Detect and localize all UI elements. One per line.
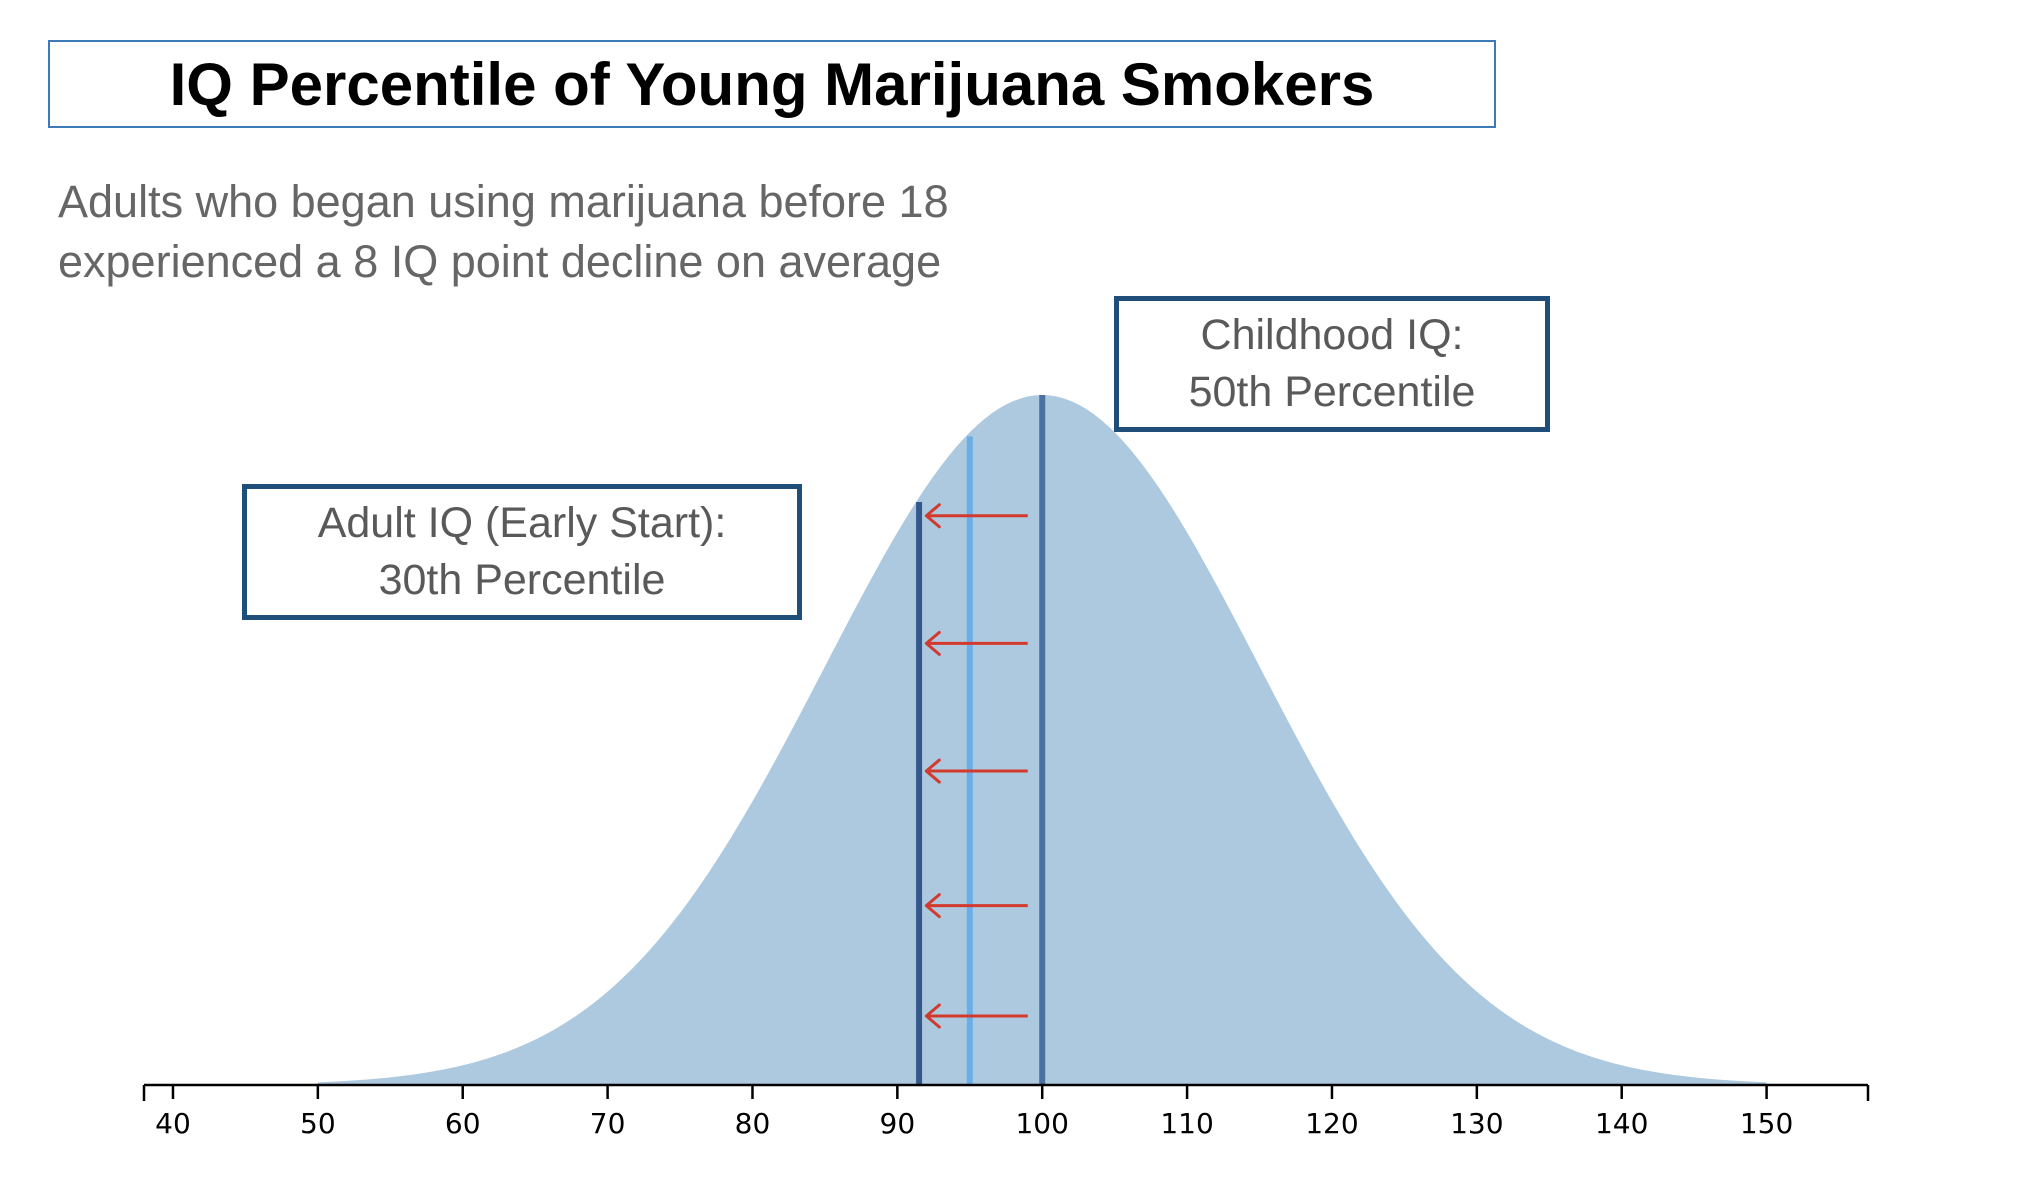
title-box: IQ Percentile of Young Marijuana Smokers <box>48 40 1496 128</box>
x-tick-label-70: 70 <box>590 1107 626 1140</box>
shift-arrow <box>924 758 1028 784</box>
x-tick-label-140: 140 <box>1595 1107 1648 1140</box>
adult-callout-line1: Adult IQ (Early Start): <box>317 499 727 547</box>
x-tick-label-100: 100 <box>1015 1107 1068 1140</box>
shift-arrow <box>924 503 1028 529</box>
shift-arrow <box>924 1003 1028 1029</box>
x-tick-label-40: 40 <box>155 1107 191 1140</box>
adult-iq-callout: Adult IQ (Early Start): 30th Percentile <box>242 484 802 620</box>
childhood-iq-callout: Childhood IQ: 50th Percentile <box>1114 296 1550 432</box>
shift-arrow <box>924 630 1028 656</box>
adult-callout-line2: 30th Percentile <box>378 556 666 604</box>
x-tick-label-150: 150 <box>1740 1107 1793 1140</box>
childhood-callout-line2: 50th Percentile <box>1188 368 1476 416</box>
x-tick-label-110: 110 <box>1160 1107 1213 1140</box>
x-axis: 40 50 60 70 80 90 100 110 120 130 140 150 <box>142 1083 1870 1140</box>
x-tick-label-80: 80 <box>735 1107 771 1140</box>
x-tick-label-90: 90 <box>880 1107 916 1140</box>
x-tick-label-60: 60 <box>445 1107 481 1140</box>
chart-title: IQ Percentile of Young Marijuana Smokers <box>169 50 1375 118</box>
x-tick-label-120: 120 <box>1305 1107 1358 1140</box>
arrows-layer <box>924 503 1028 1029</box>
x-tick-label-50: 50 <box>300 1107 336 1140</box>
childhood-callout-line1: Childhood IQ: <box>1200 311 1464 359</box>
vertical-lines-layer <box>916 395 1046 1085</box>
x-tick-label-130: 130 <box>1450 1107 1503 1140</box>
chart-subtitle: Adults who began using marijuana before … <box>58 176 949 287</box>
shift-arrow <box>924 893 1028 919</box>
